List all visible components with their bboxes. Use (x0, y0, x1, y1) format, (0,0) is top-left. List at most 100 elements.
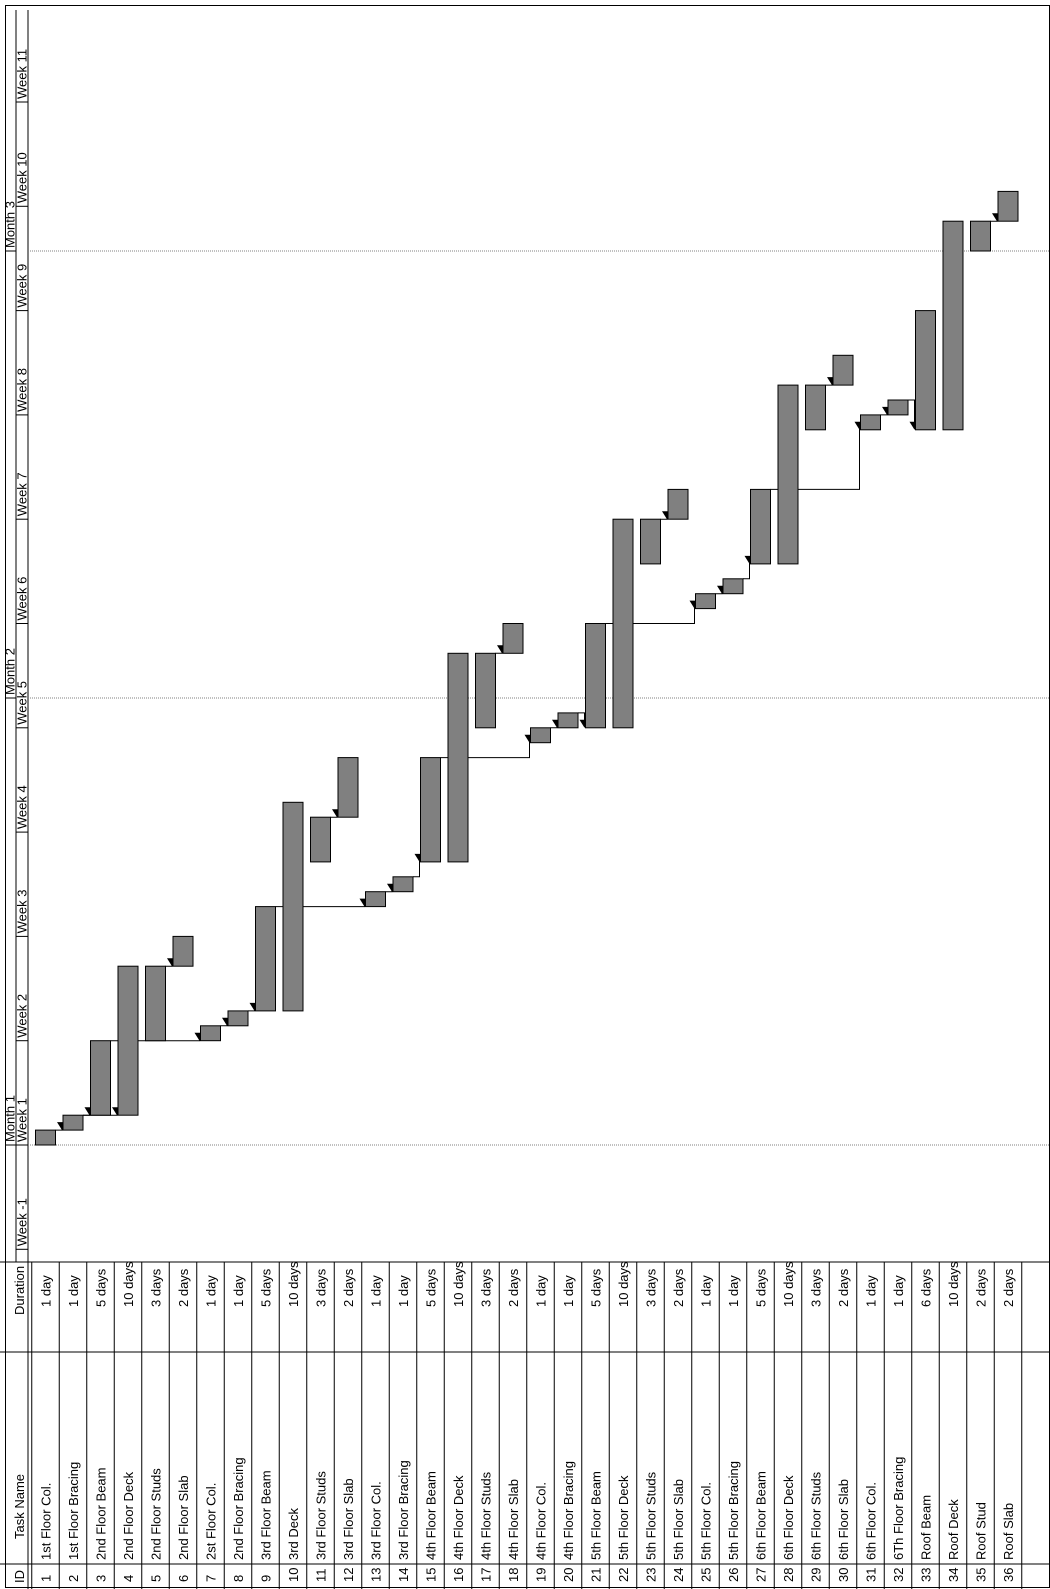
task-name: 2nd Floor Bracing (231, 1457, 246, 1560)
task-name: 2st Floor Col. (204, 1483, 219, 1560)
task-name: 5th Floor Studs (644, 1471, 659, 1560)
month-label: Month 2 (3, 648, 18, 695)
task-bar (337, 757, 359, 818)
task-duration: 1 day (396, 1275, 411, 1307)
week-label: Week 9 (15, 264, 30, 308)
task-id: 22 (616, 1568, 631, 1582)
task-bar (365, 891, 386, 908)
task-bar (420, 757, 441, 863)
task-name: 6th Floor Col. (864, 1482, 879, 1560)
task-id: 17 (479, 1568, 494, 1582)
task-bar (62, 1114, 84, 1131)
task-duration: 2 days (506, 1268, 521, 1307)
task-name: 3rd Floor Slab (341, 1478, 356, 1560)
task-duration: 2 days (176, 1268, 191, 1307)
task-id: 35 (974, 1568, 989, 1582)
task-name: 4th Floor Slab (506, 1479, 521, 1560)
task-duration: 3 days (479, 1268, 494, 1307)
task-id: 33 (919, 1568, 934, 1582)
task-id: 30 (836, 1568, 851, 1582)
week-label: Week 6 (15, 577, 30, 621)
task-bar (145, 965, 166, 1042)
dependency-line (908, 399, 915, 428)
task-duration: 5 days (259, 1268, 274, 1307)
dependency-line (770, 427, 860, 490)
task-bar (970, 220, 991, 252)
task-duration: 1 day (864, 1275, 879, 1307)
task-duration: 5 days (94, 1268, 109, 1307)
chart-frame (5, 5, 1050, 1588)
task-name: Roof Slab (1001, 1503, 1016, 1560)
task-id: 29 (809, 1568, 824, 1582)
task-id: 20 (561, 1568, 576, 1582)
task-id: 16 (451, 1568, 466, 1582)
task-name: 6th Floor Studs (809, 1471, 824, 1560)
task-bar (90, 1040, 111, 1116)
task-duration: 3 days (149, 1268, 164, 1307)
task-id: 18 (506, 1568, 521, 1582)
task-name: 6th Floor Beam (754, 1471, 769, 1560)
task-duration: 2 days (974, 1268, 989, 1307)
task-duration: 1 day (699, 1275, 714, 1307)
task-name: 4th Floor Col. (534, 1482, 549, 1560)
task-name: 6Th Floor Bracing (891, 1457, 906, 1560)
task-id: 32 (891, 1568, 906, 1582)
header-id: ID (12, 1570, 27, 1583)
task-bar (942, 220, 964, 431)
task-id: 19 (534, 1568, 549, 1582)
header-task-name: Task Name (12, 1474, 27, 1539)
task-id: 3 (94, 1575, 109, 1582)
task-bar (667, 488, 689, 520)
task-id: 2 (66, 1575, 81, 1582)
task-bar (255, 906, 276, 1012)
task-bars (35, 190, 1019, 1146)
task-id: 14 (396, 1568, 411, 1582)
task-name: 1st Floor Bracing (66, 1462, 81, 1560)
task-bar (997, 190, 1019, 222)
task-duration: 1 day (369, 1275, 384, 1307)
task-bar (392, 876, 414, 893)
task-duration: 1 day (66, 1275, 81, 1307)
task-duration: 3 days (314, 1268, 329, 1307)
task-id: 15 (424, 1568, 439, 1582)
task-bar (227, 1010, 249, 1027)
task-bar (612, 518, 634, 729)
week-label: Week -1 (15, 1198, 30, 1246)
task-duration: 1 day (39, 1275, 54, 1307)
task-name: 5th Floor Beam (589, 1471, 604, 1560)
task-duration: 6 days (919, 1268, 934, 1307)
task-duration: 10 days (286, 1261, 301, 1307)
task-bar (172, 935, 194, 967)
task-name: 5th Floor Deck (616, 1475, 631, 1560)
task-id: 31 (864, 1568, 879, 1582)
task-duration: 5 days (589, 1268, 604, 1307)
task-name: 5th Floor Slab (671, 1479, 686, 1560)
task-id: 1 (39, 1575, 54, 1582)
task-bar (887, 399, 909, 416)
task-id: 34 (946, 1568, 961, 1582)
task-duration: 2 days (671, 1268, 686, 1307)
task-duration: 10 days (946, 1261, 961, 1307)
task-name: 2nd Floor Slab (176, 1475, 191, 1560)
task-duration: 1 day (204, 1275, 219, 1307)
task-id: 27 (754, 1568, 769, 1582)
task-id: 10 (286, 1568, 301, 1582)
dependency-line (605, 606, 695, 624)
week-label: Week 1 (15, 1098, 30, 1142)
task-bar (860, 414, 881, 431)
task-id: 23 (644, 1568, 659, 1582)
task-bar (447, 652, 469, 863)
task-id: 5 (149, 1575, 164, 1582)
week-label: Week 2 (15, 994, 30, 1038)
task-id: 25 (699, 1568, 714, 1582)
task-id: 24 (671, 1568, 686, 1582)
task-id: 28 (781, 1568, 796, 1582)
task-name: 3rd Floor Col. (369, 1481, 384, 1560)
task-bar (777, 384, 799, 565)
month-label: Month 1 (3, 1095, 18, 1142)
task-id: 11 (314, 1569, 329, 1583)
task-duration: 1 day (726, 1275, 741, 1307)
task-bar (35, 1129, 56, 1146)
task-name: 2nd Floor Deck (121, 1471, 136, 1560)
task-id: 4 (121, 1575, 136, 1582)
